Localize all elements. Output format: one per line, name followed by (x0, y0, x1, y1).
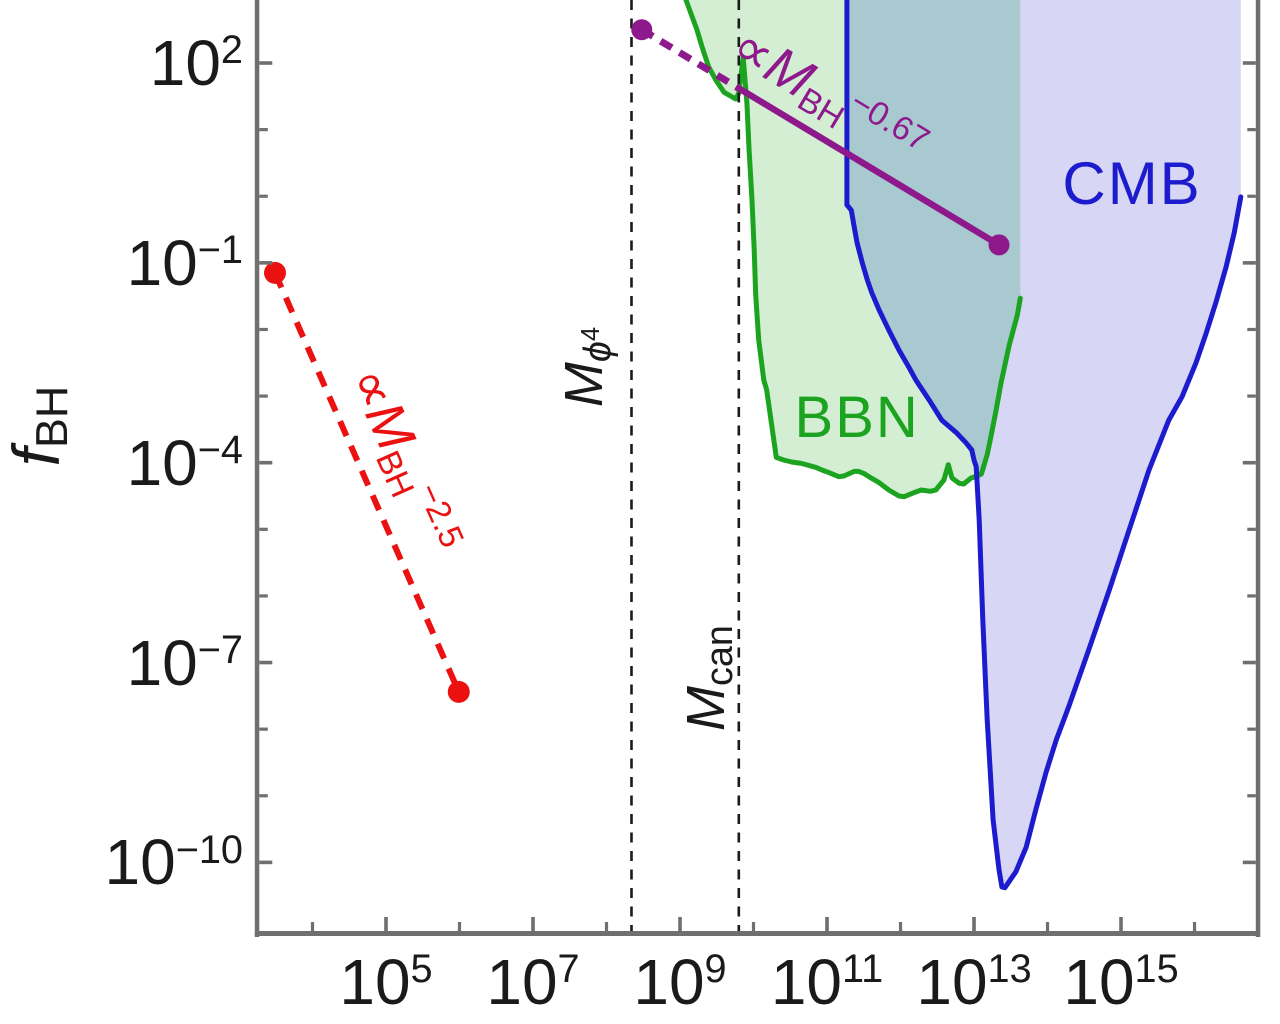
x-tick-label: 1015 (1063, 946, 1179, 1018)
x-minor-tick (1192, 922, 1197, 931)
y-minor-tick-right (1247, 327, 1256, 332)
y-minor-tick (259, 794, 268, 798)
y-minor-tick-right (1247, 128, 1256, 132)
x-minor-tick (898, 922, 903, 931)
y-minor-tick (259, 527, 268, 531)
red-dashed-line (272, 271, 462, 694)
y-minor-tick (259, 594, 268, 598)
bottom-axis-frame (254, 931, 1260, 936)
y-minor-tick (259, 727, 268, 731)
y-major-tick (259, 261, 273, 265)
y-major-tick-right (1242, 660, 1256, 665)
m-can-line-label: Mcan (675, 624, 742, 731)
purple-line-endpoint-dot (988, 234, 1010, 256)
x-minor-tick (310, 922, 315, 931)
y-tick-label: 10−7 (126, 626, 243, 699)
y-tick-label: 10−1 (126, 226, 243, 299)
m-phi4-line-label: Mϕ4 (553, 326, 620, 407)
right-axis-frame (1255, 0, 1261, 937)
bbn-region-label: BBN (794, 385, 920, 451)
purple-line-endpoint-dot (631, 19, 653, 41)
purple-solid-segment (735, 85, 1003, 249)
red-line-endpoint-dot (447, 680, 470, 703)
x-tick-label: 109 (633, 946, 727, 1018)
y-minor-tick-right (1247, 594, 1256, 598)
y-major-tick (259, 660, 273, 665)
y-tick-label: 102 (149, 27, 243, 100)
y-tick-label: 10−10 (104, 826, 243, 899)
x-tick-label: 107 (486, 946, 580, 1018)
x-tick-label: 105 (339, 946, 433, 1018)
y-axis-label-symbol: f (0, 448, 73, 467)
y-major-tick-right (1242, 61, 1256, 65)
y-minor-tick-right (1247, 394, 1256, 398)
y-major-tick (259, 460, 273, 465)
y-minor-tick-right (1247, 727, 1256, 731)
x-major-tick (678, 917, 682, 931)
y-axis-label-subscript: BH (26, 385, 78, 448)
y-tick-label: 10−4 (126, 426, 243, 499)
x-major-tick (825, 917, 829, 931)
left-axis-frame (254, 0, 260, 937)
y-major-tick-right (1242, 460, 1256, 465)
x-tick-label: 1013 (916, 946, 1032, 1018)
cmb-curve (844, 0, 1244, 891)
y-minor-tick (259, 394, 268, 398)
y-minor-tick (259, 327, 268, 332)
y-minor-tick-right (1247, 794, 1256, 798)
y-major-tick (259, 860, 273, 865)
x-minor-tick (1045, 922, 1050, 931)
y-major-tick-right (1242, 261, 1256, 265)
cmb-region-label: CMB (1062, 150, 1202, 218)
x-minor-tick (457, 922, 462, 931)
y-major-tick (259, 61, 273, 65)
y-minor-tick-right (1247, 527, 1256, 531)
x-major-tick (384, 917, 388, 931)
purple-dashed-segment (639, 26, 741, 92)
x-minor-tick (751, 922, 756, 931)
y-axis-label: fBH (0, 386, 77, 467)
x-tick-label: 1011 (770, 946, 884, 1018)
bbn-curve (683, 0, 1023, 500)
y-minor-tick-right (1247, 194, 1256, 198)
x-major-tick (972, 917, 976, 931)
x-major-tick (1119, 917, 1123, 931)
y-major-tick-right (1242, 860, 1256, 865)
bbn-cmb-overlap-fill (846, 0, 1021, 476)
x-minor-tick (604, 922, 609, 931)
y-minor-tick (259, 194, 268, 198)
red-line-endpoint-dot (264, 261, 287, 284)
y-minor-tick (259, 128, 268, 132)
x-major-tick (531, 917, 535, 931)
